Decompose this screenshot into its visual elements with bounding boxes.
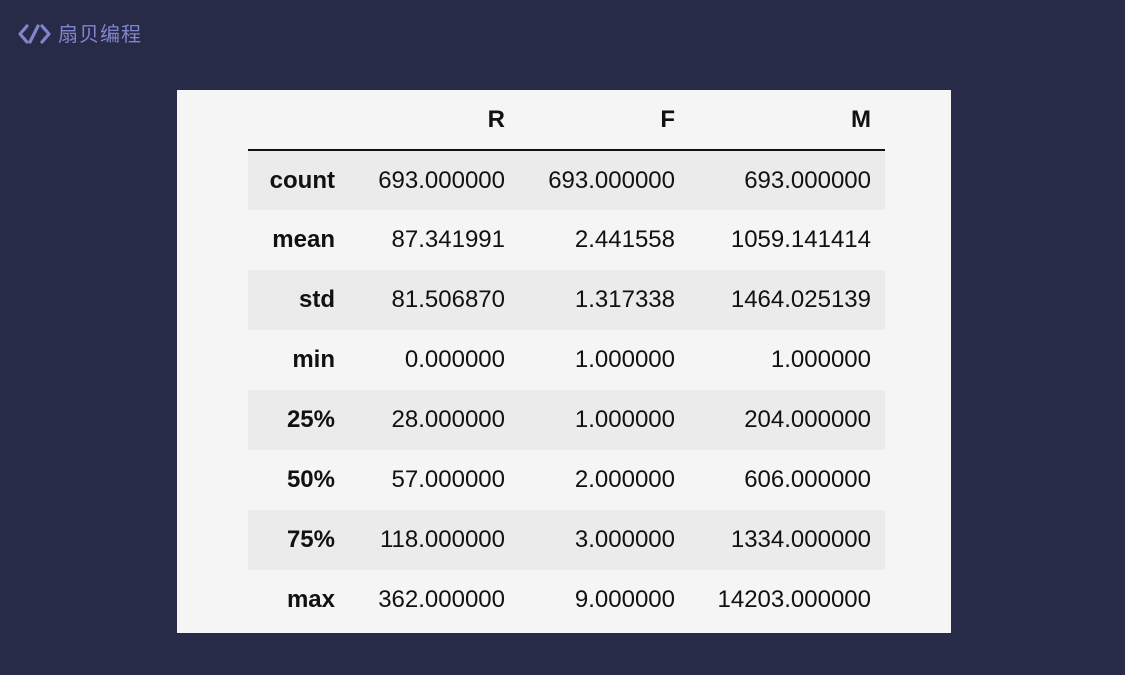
table-cell: 1.317338: [574, 286, 675, 313]
table-cell: 606.000000: [744, 466, 871, 493]
table-cell: 1464.025139: [730, 286, 871, 313]
table-cell: 1.000000: [770, 346, 871, 373]
table-cell: 81.506870: [391, 286, 505, 313]
table-cell: 0.000000: [404, 346, 505, 373]
table-row: min 0.000000 1.000000 1.000000: [248, 330, 885, 390]
table-cell: 2.000000: [574, 466, 675, 493]
table-row: mean 87.341991 2.441558 1059.141414: [248, 210, 885, 270]
column-header-r: R: [349, 90, 519, 151]
table-row: 50% 57.000000 2.000000 606.000000: [248, 450, 885, 510]
table-header-row: R F M: [248, 90, 885, 151]
table-cell: 1.000000: [574, 406, 675, 433]
table-cell: 1.000000: [574, 346, 675, 373]
table-cell: 3.000000: [574, 526, 675, 553]
table-row: 25% 28.000000 1.000000 204.000000: [248, 390, 885, 450]
row-label: 75%: [286, 526, 335, 553]
row-label: mean: [272, 226, 335, 253]
table-cell: 28.000000: [391, 406, 505, 433]
row-label: 50%: [286, 466, 335, 493]
table-cell: 9.000000: [574, 586, 675, 613]
table-cell: 693.000000: [744, 166, 871, 194]
table-cell: 2.441558: [574, 226, 675, 253]
table-cell: 362.000000: [378, 586, 505, 613]
brand-logo: 扇贝编程: [18, 20, 142, 48]
table-cell: 1334.000000: [730, 526, 871, 553]
table-cell: 87.341991: [391, 226, 505, 253]
table-row: 75% 118.000000 3.000000 1334.000000: [248, 510, 885, 570]
table-cell: 14203.000000: [717, 586, 872, 613]
table-cell: 118.000000: [379, 526, 505, 553]
row-label: max: [286, 586, 335, 613]
table-cell: 693.000000: [548, 166, 675, 194]
row-label: 25%: [286, 406, 335, 433]
row-label: std: [299, 286, 335, 313]
table-cell: 1059.141414: [730, 226, 871, 253]
dataframe-output: R F M count 693.000000 693.000000 693.00…: [177, 90, 951, 633]
code-icon: [18, 24, 51, 44]
table-row: count 693.000000 693.000000 693.000000: [248, 150, 885, 210]
row-label: min: [292, 346, 335, 373]
table-row: max 362.000000 9.000000 14203.000000: [248, 570, 885, 630]
describe-table: R F M count 693.000000 693.000000 693.00…: [248, 90, 885, 630]
table-row: std 81.506870 1.317338 1464.025139: [248, 270, 885, 330]
brand-name: 扇贝编程: [58, 22, 142, 46]
table-cell: 693.000000: [378, 166, 505, 194]
table-cell: 57.000000: [391, 466, 505, 493]
row-label: count: [269, 166, 335, 194]
column-header-f: F: [519, 90, 689, 151]
column-header-index: [248, 90, 349, 151]
column-header-m: M: [689, 90, 885, 151]
table-cell: 204.000000: [744, 406, 871, 433]
